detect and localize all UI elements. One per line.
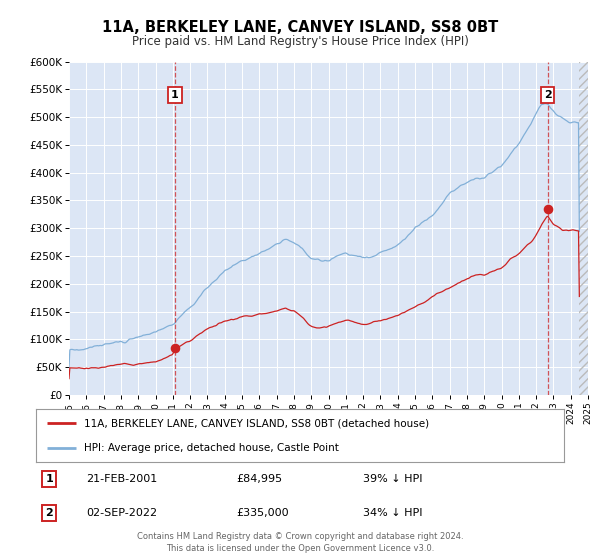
Text: 11A, BERKELEY LANE, CANVEY ISLAND, SS8 0BT (detached house): 11A, BERKELEY LANE, CANVEY ISLAND, SS8 0… — [83, 418, 428, 428]
Text: 2: 2 — [544, 90, 551, 100]
Point — [543, 204, 553, 213]
Text: Price paid vs. HM Land Registry's House Price Index (HPI): Price paid vs. HM Land Registry's House … — [131, 35, 469, 48]
Text: 1: 1 — [171, 90, 179, 100]
Text: £84,995: £84,995 — [236, 474, 283, 484]
Text: 11A, BERKELEY LANE, CANVEY ISLAND, SS8 0BT: 11A, BERKELEY LANE, CANVEY ISLAND, SS8 0… — [102, 20, 498, 35]
Text: HPI: Average price, detached house, Castle Point: HPI: Average price, detached house, Cast… — [83, 442, 338, 452]
Text: 2: 2 — [46, 508, 53, 518]
Text: 34% ↓ HPI: 34% ↓ HPI — [364, 508, 423, 518]
Point — [170, 343, 180, 352]
Text: 39% ↓ HPI: 39% ↓ HPI — [364, 474, 423, 484]
Text: £335,000: £335,000 — [236, 508, 289, 518]
Text: 21-FEB-2001: 21-FEB-2001 — [86, 474, 157, 484]
Text: 02-SEP-2022: 02-SEP-2022 — [86, 508, 157, 518]
Text: Contains HM Land Registry data © Crown copyright and database right 2024.
This d: Contains HM Land Registry data © Crown c… — [137, 532, 463, 553]
Text: 1: 1 — [46, 474, 53, 484]
